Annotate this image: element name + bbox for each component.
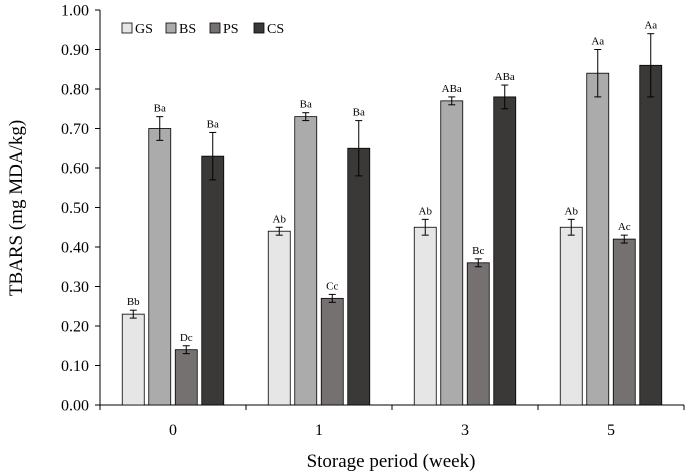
y-tick-label: 0.10 [61, 358, 89, 375]
y-tick-label: 0.40 [61, 240, 89, 257]
bar [320, 297, 344, 406]
data-label: Ba [154, 103, 166, 115]
y-axis-title: TBARS (mg MDA/kg) [6, 120, 27, 296]
bar [466, 262, 490, 406]
legend-label: PS [223, 22, 239, 37]
bar [413, 226, 437, 406]
data-label: Bc [472, 245, 484, 257]
x-tick-label: 5 [607, 422, 615, 439]
bar [121, 313, 145, 406]
bar [440, 100, 464, 406]
legend: GS BS PS CS [121, 22, 284, 37]
x-axis-title: Storage period (week) [307, 451, 476, 472]
data-label: Aa [591, 36, 604, 48]
data-label: Ab [565, 205, 579, 217]
legend-label: CS [267, 22, 284, 37]
data-label: Ab [273, 213, 287, 225]
series-ps: Dc Cc Bc Ac [174, 221, 636, 406]
x-tick-label: 3 [461, 422, 469, 439]
bar [347, 147, 371, 406]
legend-swatch [165, 22, 177, 34]
bar [294, 116, 318, 406]
series-gs: Bb Ab Ab Ab [121, 205, 583, 406]
x-tick-label: 0 [169, 422, 177, 439]
legend-swatch [121, 22, 133, 34]
data-label: Bb [127, 296, 140, 308]
y-axis-ticks: 0.00 0.10 0.20 0.30 0.40 0.50 0.60 0.70 0.80 0.90… [61, 3, 100, 415]
data-label: Ba [207, 118, 219, 130]
bar [174, 349, 198, 406]
y-tick-label: 0.90 [61, 42, 89, 59]
legend-swatch [253, 22, 265, 34]
bar [586, 72, 610, 406]
y-tick-label: 0.00 [61, 398, 89, 415]
legend-label: GS [135, 22, 153, 37]
bar [267, 230, 291, 406]
y-tick-label: 0.20 [61, 319, 89, 336]
y-tick-label: 0.30 [61, 279, 89, 296]
legend-item-bs: BS [165, 22, 196, 37]
bar [612, 238, 636, 406]
bar [493, 96, 517, 406]
data-label: Cc [326, 280, 338, 292]
data-label: Aa [644, 20, 657, 32]
y-tick-label: 1.00 [61, 3, 89, 20]
data-label: Dc [180, 332, 193, 344]
legend-item-cs: CS [253, 22, 284, 37]
data-label: Ab [419, 205, 433, 217]
data-label: Ba [353, 107, 365, 119]
legend-item-ps: PS [209, 22, 239, 37]
series-cs: Ba Ba ABa Aa [201, 20, 663, 406]
legend-swatch [209, 22, 221, 34]
data-label: Ac [618, 221, 631, 233]
bar [639, 64, 663, 406]
y-tick-label: 0.50 [61, 200, 89, 217]
bar [148, 128, 172, 406]
x-axis-ticks: 0 1 3 5 [99, 405, 685, 439]
legend-label: BS [179, 22, 196, 37]
data-label: ABa [495, 71, 515, 83]
x-tick-label: 1 [315, 422, 323, 439]
y-tick-label: 0.60 [61, 161, 89, 178]
data-label: Ba [300, 99, 312, 111]
legend-item-gs: GS [121, 22, 153, 37]
y-tick-label: 0.70 [61, 121, 89, 138]
series-bs: Ba Ba ABa Aa [148, 36, 610, 406]
data-label: ABa [442, 83, 462, 95]
y-tick-label: 0.80 [61, 82, 89, 99]
bar [201, 155, 225, 406]
bar-series-group: Bb Ab Ab Ab Ba Ba ABa Aa Dc Cc Bc Ac Ba Ba ABa Aa [121, 20, 663, 406]
bar [559, 226, 583, 406]
